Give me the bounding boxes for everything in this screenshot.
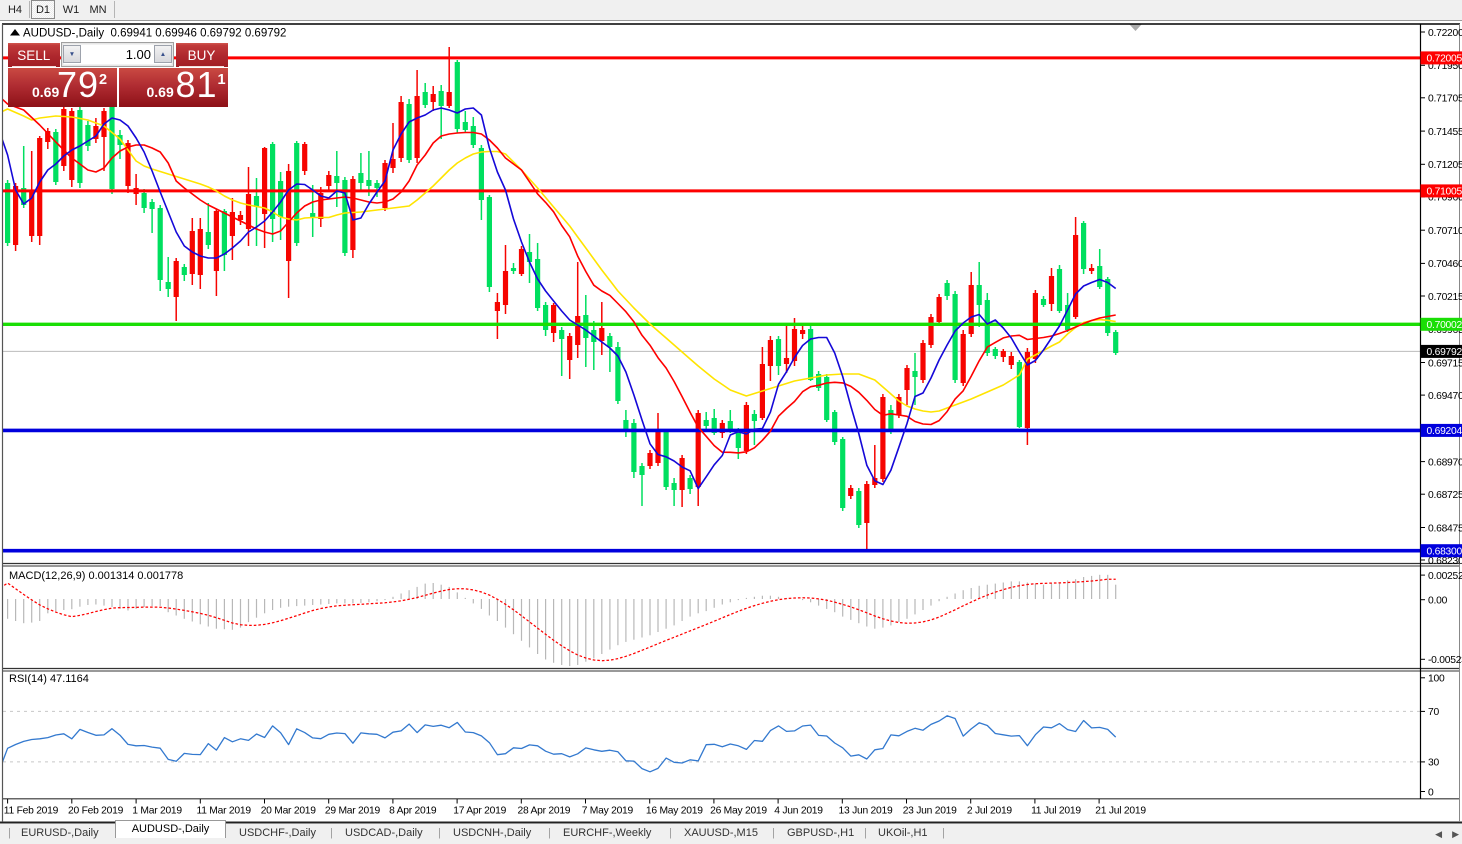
svg-text:0.68970: 0.68970: [1428, 457, 1462, 468]
svg-text:0.70460: 0.70460: [1428, 259, 1462, 270]
svg-text:2 Jul 2019: 2 Jul 2019: [967, 806, 1013, 817]
svg-text:8 Apr 2019: 8 Apr 2019: [389, 806, 437, 817]
svg-text:0.68475: 0.68475: [1428, 523, 1462, 534]
svg-text:0.68300: 0.68300: [1427, 547, 1462, 558]
svg-text:0.69470: 0.69470: [1428, 391, 1462, 402]
svg-text:0.69204: 0.69204: [1427, 426, 1462, 437]
svg-text:21 Jul 2019: 21 Jul 2019: [1095, 806, 1146, 817]
svg-text:11 Mar 2019: 11 Mar 2019: [197, 806, 252, 817]
svg-text:0.00: 0.00: [1428, 596, 1448, 607]
svg-text:13 Jun 2019: 13 Jun 2019: [839, 806, 893, 817]
svg-text:0.69792: 0.69792: [1427, 347, 1462, 358]
svg-text:0.70710: 0.70710: [1428, 226, 1462, 237]
svg-text:20 Mar 2019: 20 Mar 2019: [261, 806, 317, 817]
svg-text:70: 70: [1428, 707, 1439, 718]
svg-text:4 Jun 2019: 4 Jun 2019: [774, 806, 823, 817]
svg-text:11 Jul 2019: 11 Jul 2019: [1031, 806, 1081, 817]
svg-text:0.69715: 0.69715: [1428, 358, 1462, 369]
svg-text:7 May 2019: 7 May 2019: [582, 806, 634, 817]
svg-text:0.71205: 0.71205: [1428, 160, 1462, 171]
svg-text:AUDUSD-,Daily 0.69941 0.69946: AUDUSD-,Daily 0.69941 0.69946 0.69792 0.…: [23, 28, 286, 40]
svg-text:16 May 2019: 16 May 2019: [646, 806, 703, 817]
svg-text:11 Feb 2019: 11 Feb 2019: [4, 806, 59, 817]
svg-text:0.71950: 0.71950: [1428, 61, 1462, 72]
svg-text:0.71455: 0.71455: [1428, 127, 1462, 138]
svg-text:0: 0: [1428, 787, 1434, 798]
svg-text:0.70215: 0.70215: [1428, 292, 1462, 303]
svg-text:0.002522: 0.002522: [1428, 571, 1462, 582]
svg-text:23 Jun 2019: 23 Jun 2019: [903, 806, 957, 817]
svg-text:26 May 2019: 26 May 2019: [710, 806, 767, 817]
svg-text:17 Apr 2019: 17 Apr 2019: [453, 806, 506, 817]
svg-text:0.71705: 0.71705: [1428, 94, 1462, 105]
svg-text:0.70960: 0.70960: [1428, 193, 1462, 204]
svg-text:28 Apr 2019: 28 Apr 2019: [518, 806, 571, 817]
svg-text:0.71005: 0.71005: [1427, 187, 1462, 198]
svg-text:0.72005: 0.72005: [1427, 54, 1462, 65]
svg-text:100: 100: [1428, 674, 1445, 685]
svg-text:29 Mar 2019: 29 Mar 2019: [325, 806, 381, 817]
svg-text:-0.005234: -0.005234: [1428, 655, 1462, 666]
svg-text:MACD(12,26,9) 0.001314 0.00177: MACD(12,26,9) 0.001314 0.001778: [9, 570, 183, 582]
svg-text:0.72200: 0.72200: [1428, 28, 1462, 39]
svg-text:RSI(14) 47.1164: RSI(14) 47.1164: [9, 673, 89, 685]
svg-text:1 Mar 2019: 1 Mar 2019: [132, 806, 182, 817]
svg-text:0.68725: 0.68725: [1428, 490, 1462, 501]
svg-text:0.70002: 0.70002: [1427, 320, 1462, 331]
svg-text:30: 30: [1428, 758, 1439, 769]
svg-text:0.68230: 0.68230: [1428, 556, 1462, 567]
svg-text:20 Feb 2019: 20 Feb 2019: [68, 806, 124, 817]
